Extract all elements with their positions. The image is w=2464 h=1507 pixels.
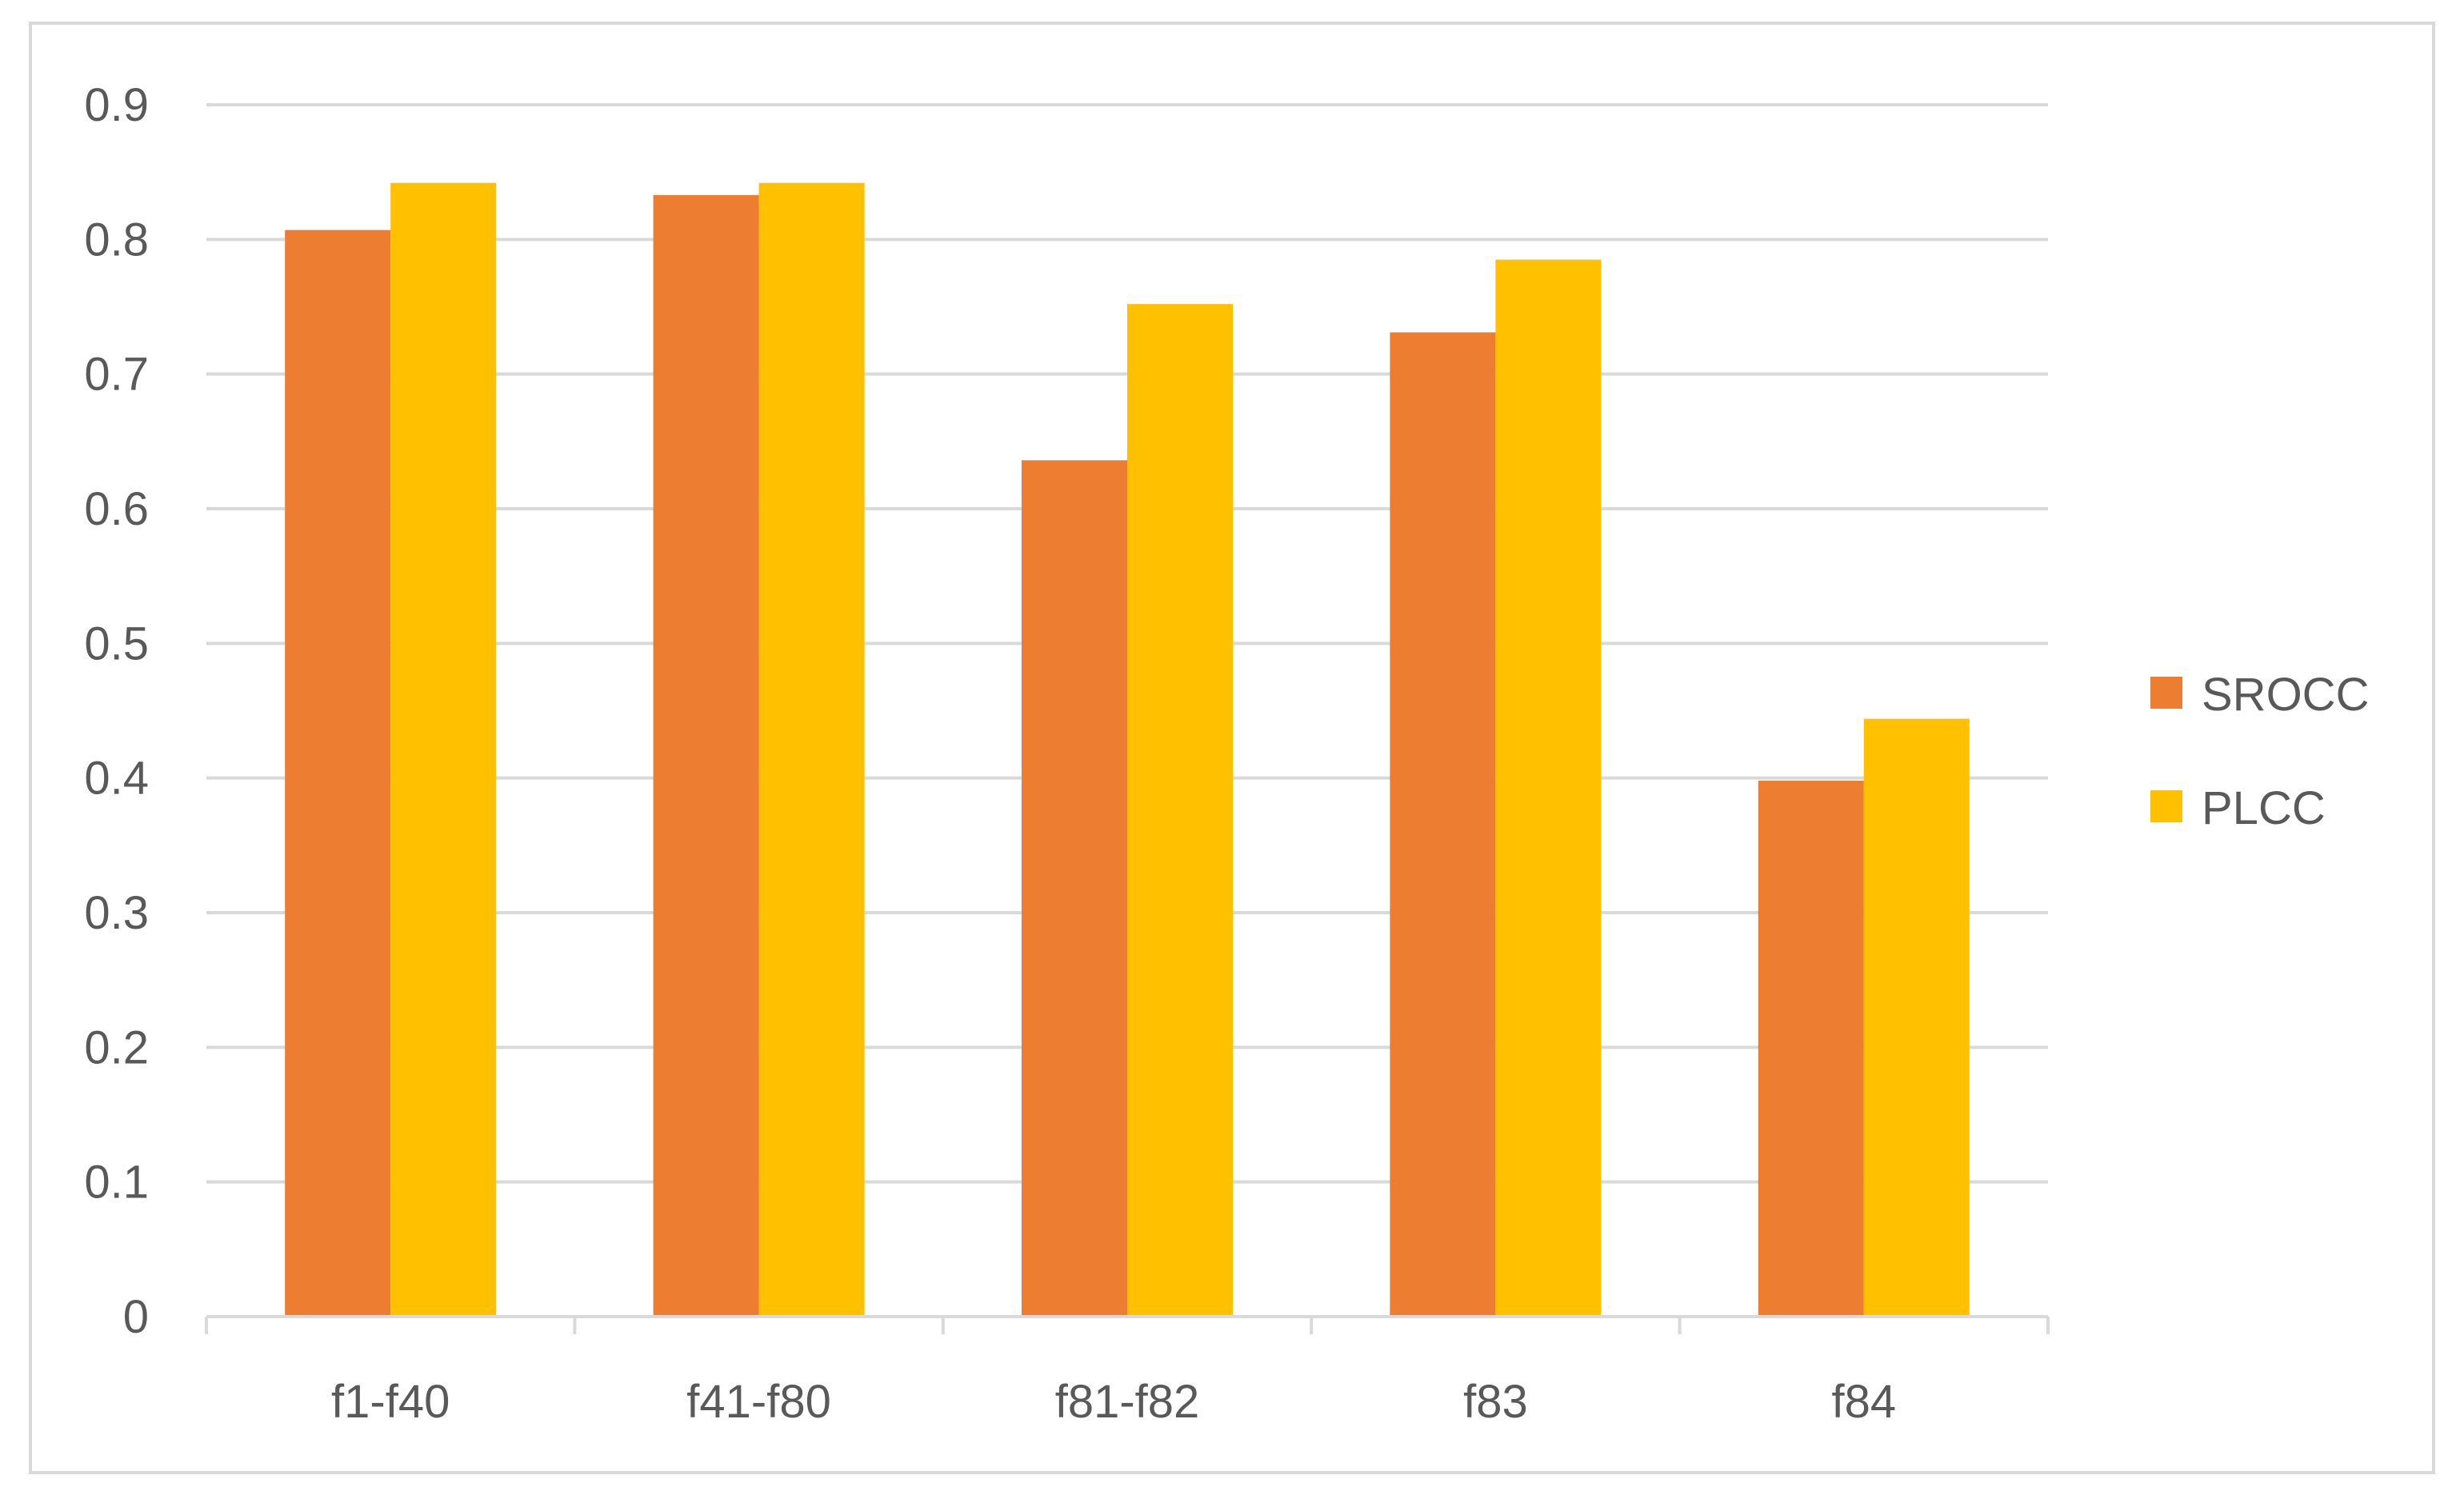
bar-plcc-f81-f82 <box>1127 304 1233 1317</box>
y-tick-label: 0.5 <box>84 618 149 670</box>
legend-swatch-plcc <box>2150 790 2182 822</box>
x-tick-label: f41-f80 <box>686 1376 831 1428</box>
y-tick-label: 0.9 <box>84 79 149 131</box>
y-tick-label: 0.3 <box>84 887 149 939</box>
x-tick-label: f84 <box>1831 1376 1896 1428</box>
y-tick-label: 0.1 <box>84 1157 149 1209</box>
legend-swatch-srocc <box>2150 677 2182 709</box>
y-tick-label: 0.2 <box>84 1021 149 1073</box>
y-tick-label: 0.6 <box>84 483 149 535</box>
legend-label-plcc: PLCC <box>2202 782 2326 834</box>
axis-labels: 0 0.1 0.2 0.3 0.4 0.5 0.6 0.7 0.8 0.9 f1-f40 f41-f8… <box>84 79 1896 1428</box>
bar-srocc-f41-f80 <box>653 194 759 1317</box>
legend: SROCC PLCC <box>2150 669 2369 834</box>
y-tick-label: 0.4 <box>84 753 149 805</box>
bar-srocc-f84 <box>1758 781 1864 1317</box>
bar-srocc-f1-f40 <box>285 230 391 1317</box>
y-tick-label: 0.8 <box>84 214 149 266</box>
bar-plcc-f84 <box>1863 718 1970 1317</box>
axes <box>205 1315 2050 1334</box>
y-tick-label: 0 <box>123 1291 149 1343</box>
y-tick-label: 0.7 <box>84 349 149 401</box>
bar-srocc-f81-f82 <box>1022 460 1127 1317</box>
bar-plcc-f1-f40 <box>390 182 497 1317</box>
bars <box>285 182 1970 1317</box>
x-tick-label: f83 <box>1463 1376 1528 1428</box>
x-tick-label: f81-f82 <box>1055 1376 1200 1428</box>
legend-label-srocc: SROCC <box>2202 669 2369 721</box>
bar-srocc-f83 <box>1390 332 1496 1317</box>
x-tick-label: f1-f40 <box>331 1376 450 1428</box>
bar-plcc-f83 <box>1495 259 1602 1317</box>
bar-plcc-f41-f80 <box>758 182 865 1317</box>
